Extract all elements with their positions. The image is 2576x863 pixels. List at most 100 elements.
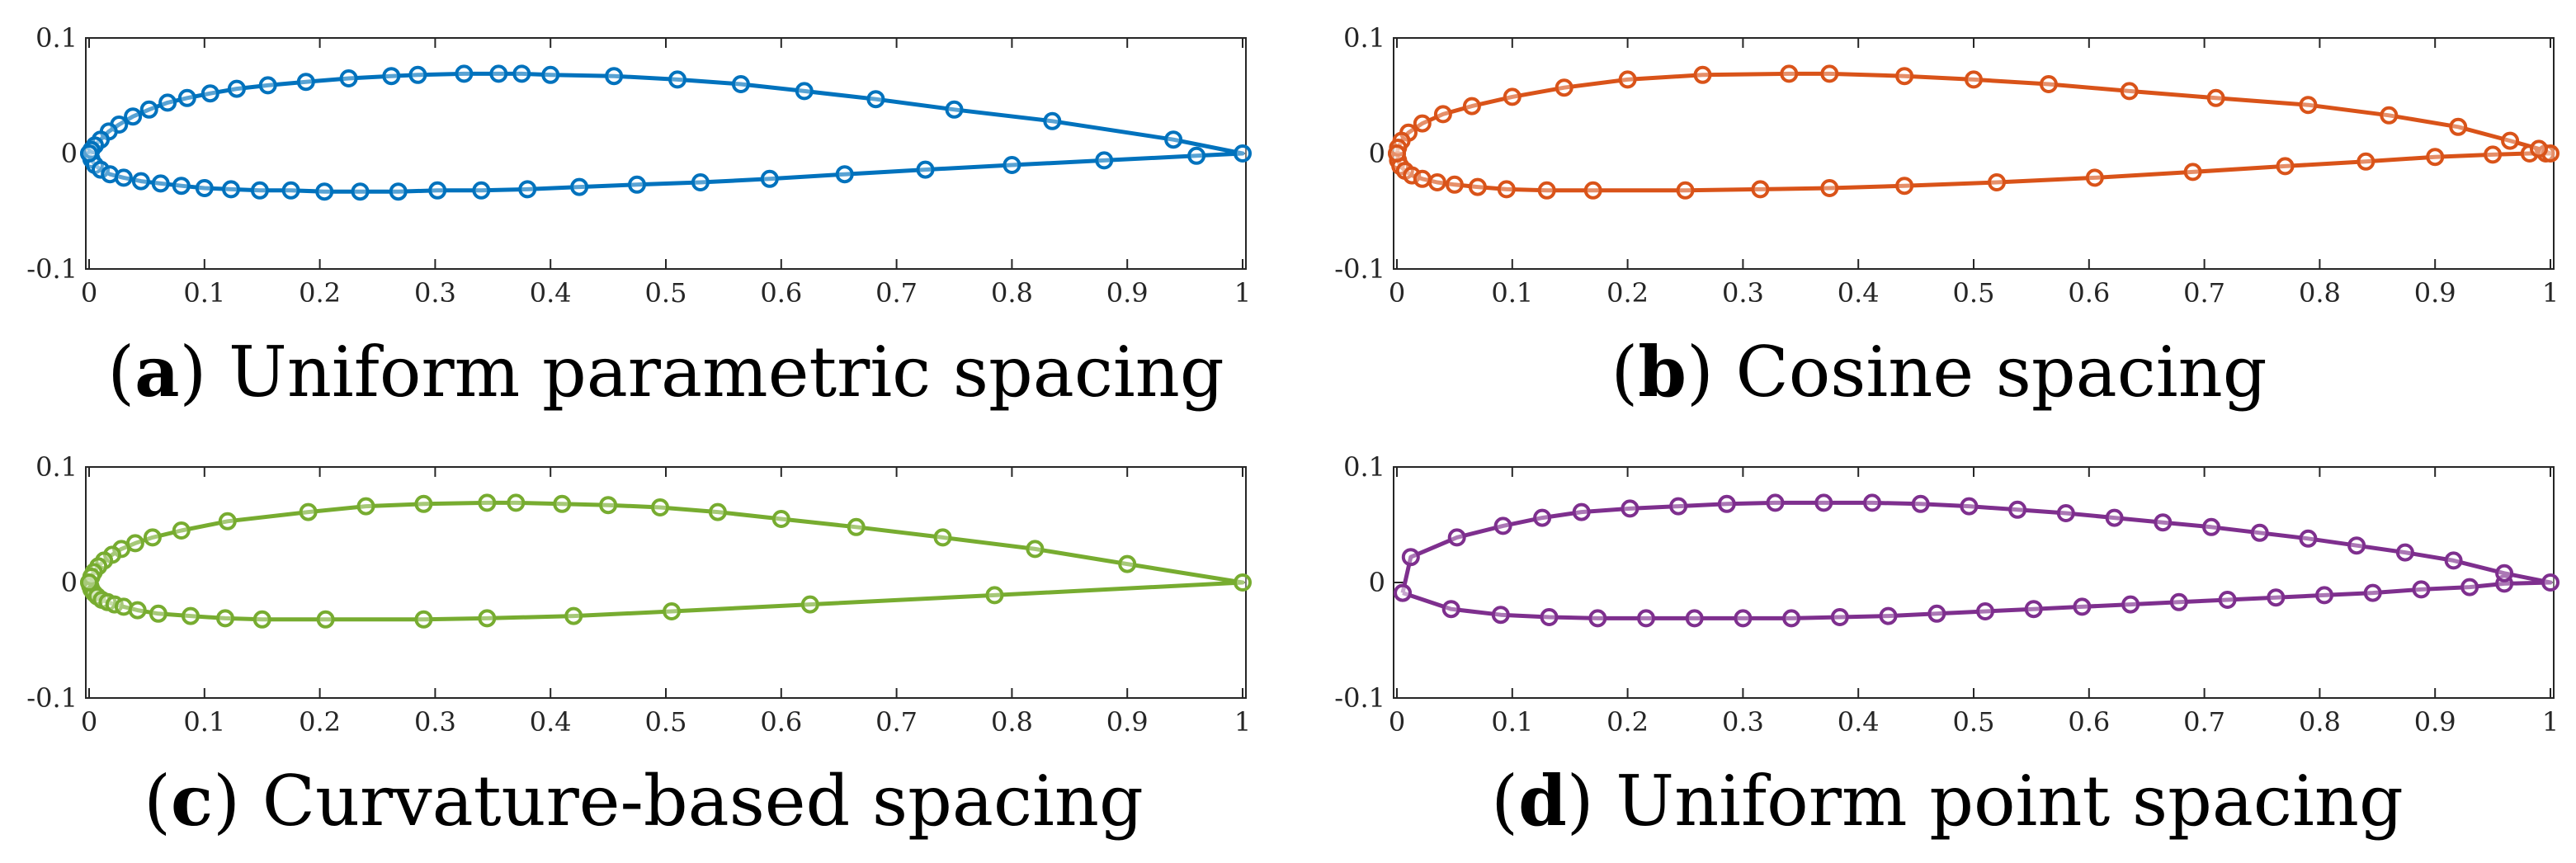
point-c-26 bbox=[771, 510, 790, 528]
caption-d: (d) Uniform point spacing bbox=[1491, 760, 2403, 842]
point-d-17 bbox=[2218, 591, 2237, 609]
point-c-37 bbox=[172, 521, 191, 540]
point-a-40 bbox=[455, 64, 474, 83]
point-d-33 bbox=[2105, 508, 2124, 527]
x-ticks-c: 0 0.1 0.2 0.3 0.4 0.5 0.6 0.7 0.8 0.9 1 bbox=[81, 467, 1251, 738]
point-a-33 bbox=[795, 82, 814, 101]
point-c-11 bbox=[182, 606, 200, 625]
point-c-18 bbox=[663, 602, 681, 620]
x-tick-label-c-9: 0.9 bbox=[1106, 706, 1149, 738]
point-b-13 bbox=[1751, 180, 1770, 199]
caption-letter-a: a bbox=[134, 331, 179, 413]
x-tick-label-a-0: 0 bbox=[81, 277, 97, 309]
point-d-49 bbox=[1394, 583, 1412, 602]
point-a-20 bbox=[628, 175, 646, 194]
x-tick-label-d-8: 0.8 bbox=[2299, 706, 2341, 738]
point-d-47 bbox=[1447, 528, 1466, 547]
x-tick-label-d-10: 1 bbox=[2542, 706, 2559, 738]
point-c-10 bbox=[149, 604, 167, 623]
point-a-21 bbox=[691, 173, 710, 191]
point-a-50 bbox=[139, 100, 158, 119]
point-b-16 bbox=[1988, 173, 2006, 191]
x-tick-label-a-10: 1 bbox=[1234, 277, 1251, 309]
point-a-17 bbox=[472, 181, 491, 200]
point-a-12 bbox=[281, 181, 300, 200]
point-d-37 bbox=[1911, 494, 1930, 513]
point-c-9 bbox=[128, 601, 147, 620]
point-a-48 bbox=[177, 88, 196, 107]
x-tick-label-a-7: 0.7 bbox=[875, 277, 918, 309]
point-c-25 bbox=[847, 517, 866, 536]
x-tick-label-b-8: 0.8 bbox=[2299, 277, 2341, 309]
point-d-12 bbox=[1976, 602, 1994, 620]
y-tick-label-d-0: 0.1 bbox=[1343, 451, 1385, 483]
point-b-40 bbox=[1555, 78, 1573, 97]
point-d-18 bbox=[2267, 588, 2286, 607]
point-d-13 bbox=[2024, 600, 2043, 619]
point-a-49 bbox=[158, 93, 177, 112]
point-a-6 bbox=[131, 172, 150, 191]
panel-a: 0.10-0.1 0 0.1 0.2 0.3 0.4 0.5 0.6 0.7 0.8 0.9 1 (… bbox=[26, 22, 1252, 413]
point-c-28 bbox=[651, 498, 669, 516]
x-tick-label-b-7: 0.7 bbox=[2183, 277, 2225, 309]
panel-d: 0.10-0.1 0 0.1 0.2 0.3 0.4 0.5 0.6 0.7 0.8 0.9 1 (… bbox=[1334, 451, 2559, 842]
point-d-26 bbox=[2444, 551, 2463, 570]
point-c-36 bbox=[218, 512, 237, 531]
point-c-38 bbox=[143, 528, 162, 547]
y-ticks-d: 0.1 0 -0.1 bbox=[1334, 451, 2554, 714]
point-c-24 bbox=[933, 528, 952, 547]
caption-c: (c) Curvature-based spacing bbox=[144, 760, 1143, 842]
airfoil-series-c bbox=[80, 493, 1252, 629]
point-b-27 bbox=[2501, 131, 2520, 150]
x-tick-label-d-2: 0.2 bbox=[1606, 706, 1649, 738]
point-c-13 bbox=[252, 610, 271, 629]
x-tick-label-a-9: 0.9 bbox=[1106, 277, 1149, 309]
x-tick-label-b-10: 1 bbox=[2542, 277, 2559, 309]
x-tick-label-d-4: 0.4 bbox=[1838, 706, 1880, 738]
point-d-19 bbox=[2315, 586, 2333, 605]
point-a-19 bbox=[570, 177, 589, 196]
point-a-34 bbox=[731, 75, 750, 93]
point-c-27 bbox=[708, 502, 727, 521]
point-c-16 bbox=[478, 609, 497, 628]
point-c-15 bbox=[414, 610, 433, 629]
x-tick-label-b-5: 0.5 bbox=[1953, 277, 1995, 309]
point-c-33 bbox=[414, 494, 433, 513]
point-b-12 bbox=[1676, 181, 1695, 200]
point-b-34 bbox=[1965, 70, 1983, 89]
point-d-7 bbox=[1734, 609, 1753, 628]
point-d-5 bbox=[1637, 609, 1655, 628]
point-d-48 bbox=[1401, 548, 1420, 567]
point-b-19 bbox=[2276, 157, 2295, 176]
airfoil-series-b bbox=[1388, 64, 2559, 200]
point-b-9 bbox=[1497, 180, 1516, 199]
x-tick-label-a-2: 0.2 bbox=[299, 277, 341, 309]
point-d-32 bbox=[2154, 513, 2173, 532]
point-d-6 bbox=[1685, 609, 1704, 628]
point-a-28 bbox=[1234, 144, 1252, 163]
point-c-46 bbox=[80, 573, 98, 592]
point-d-40 bbox=[1766, 493, 1785, 512]
y-tick-label-b-1: 0 bbox=[1369, 138, 1385, 169]
point-d-44 bbox=[1572, 502, 1591, 521]
point-a-43 bbox=[339, 69, 358, 87]
point-b-42 bbox=[1462, 97, 1481, 116]
point-d-31 bbox=[2202, 517, 2220, 536]
point-b-26 bbox=[2530, 139, 2548, 158]
point-c-21 bbox=[1234, 573, 1252, 592]
point-d-36 bbox=[1960, 497, 1979, 516]
point-a-39 bbox=[489, 64, 508, 83]
point-a-9 bbox=[195, 179, 214, 197]
point-b-35 bbox=[1895, 67, 1914, 86]
point-c-35 bbox=[299, 502, 318, 521]
point-d-10 bbox=[1879, 606, 1898, 625]
point-b-8 bbox=[1468, 177, 1487, 196]
point-a-32 bbox=[866, 90, 885, 109]
x-tick-label-d-5: 0.5 bbox=[1953, 706, 1995, 738]
point-a-5 bbox=[114, 168, 133, 187]
point-a-42 bbox=[382, 67, 401, 86]
point-b-41 bbox=[1503, 87, 1522, 106]
caption-text-d: Uniform point spacing bbox=[1616, 761, 2403, 842]
point-b-21 bbox=[2426, 148, 2445, 167]
